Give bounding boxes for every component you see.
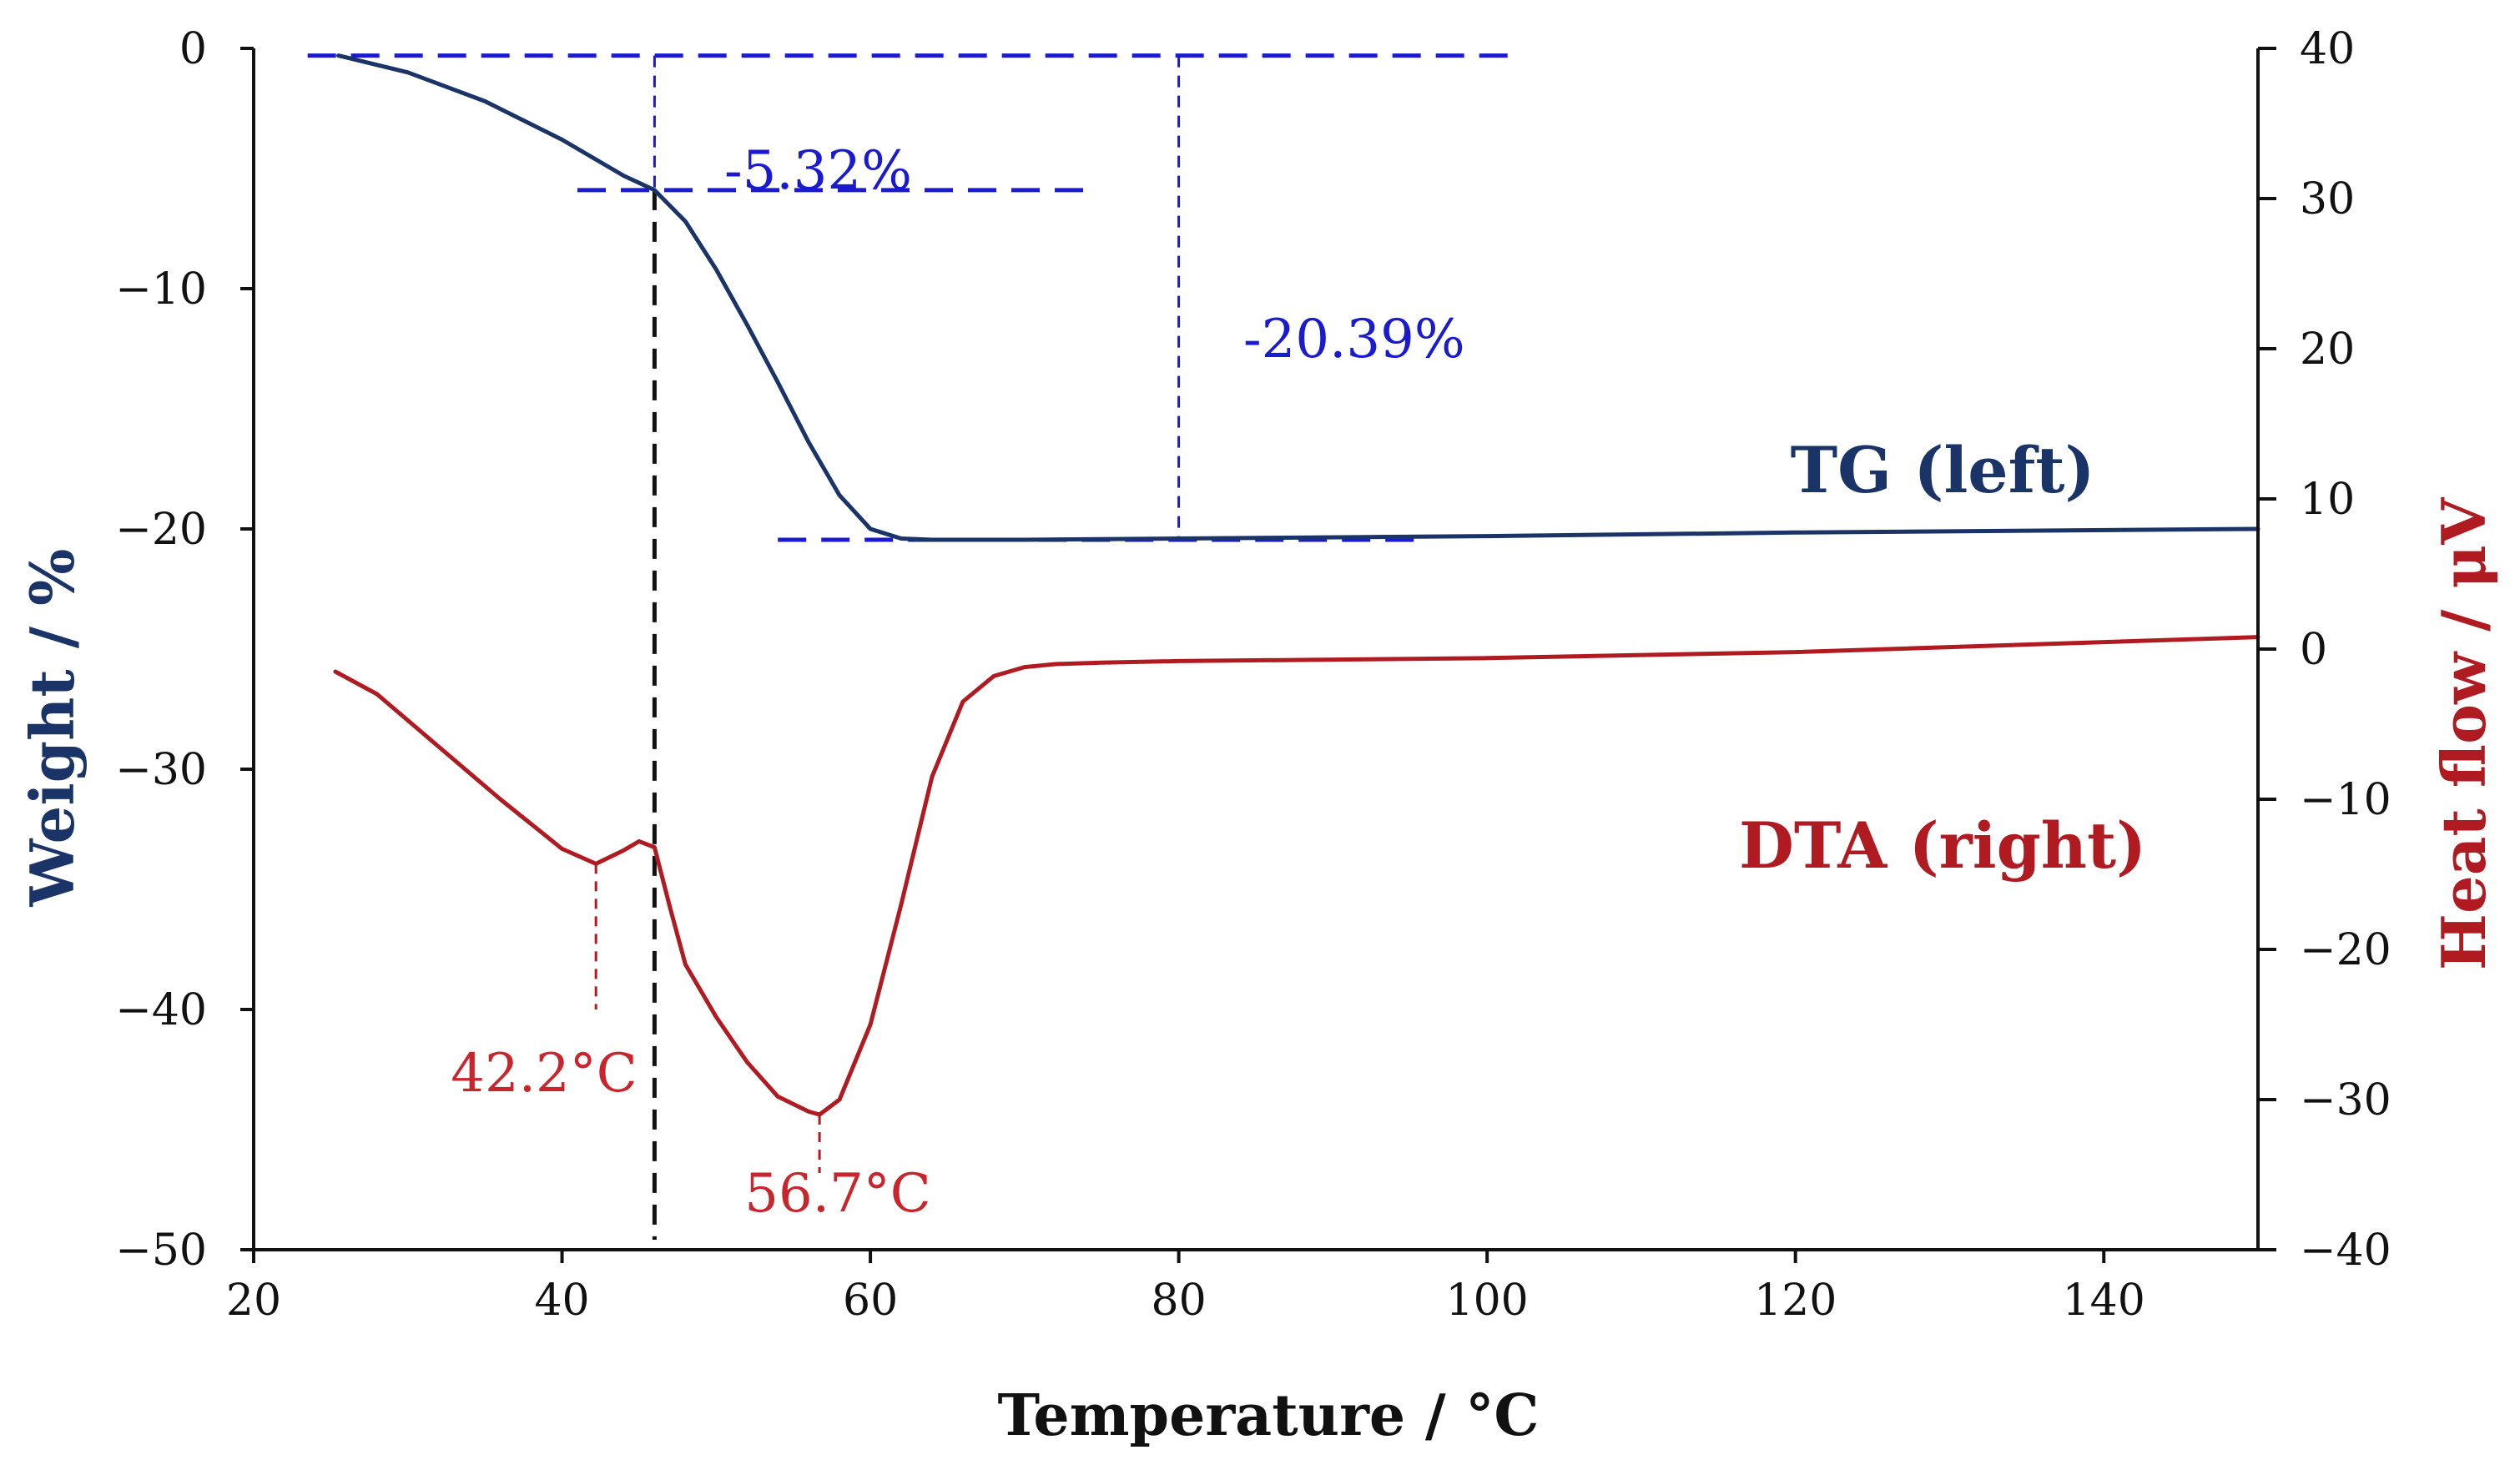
right-y-tick-label: 30 (2300, 174, 2355, 224)
left-y-tick-label: −50 (115, 1226, 207, 1276)
dta-curve (333, 635, 2260, 1117)
right-y-tick-label: −20 (2300, 925, 2391, 975)
tg-curve (336, 53, 2260, 542)
x-axis-title: Temperature / °C (998, 1382, 1540, 1449)
right-y-tick-label: −10 (2300, 775, 2391, 825)
right-y-tick-label: −40 (2300, 1226, 2391, 1276)
left-y-axis-title: Weight / % (17, 549, 88, 908)
right-y-tick-label: 40 (2300, 24, 2355, 74)
ticks-group: 20 40 60 80 100 120 1400−10−20−30−40−504030201… (115, 24, 2391, 1326)
tg-step1-annotation: -5.32% (724, 140, 912, 202)
left-y-tick-label: −20 (115, 505, 207, 555)
x-tick-label: 40 (534, 1276, 589, 1326)
right-y-tick-label: 20 (2300, 325, 2355, 375)
right-y-tick-label: 10 (2300, 475, 2355, 525)
left-y-tick-label: −10 (115, 264, 207, 315)
x-tick-label: 20 (226, 1276, 281, 1326)
right-y-tick-label: 0 (2300, 625, 2327, 675)
tg-total-annotation: -20.39% (1243, 309, 1465, 370)
x-tick-label: 120 (1754, 1276, 1837, 1326)
dta-peak1-annotation: 42.2°C (451, 1043, 637, 1105)
left-y-tick-label: 0 (179, 24, 207, 74)
x-tick-label: 100 (1446, 1276, 1529, 1326)
x-tick-label: 60 (843, 1276, 898, 1326)
series-group (333, 53, 2260, 1117)
x-tick-label: 140 (2063, 1276, 2145, 1326)
right-y-tick-label: −30 (2300, 1075, 2391, 1125)
dta-series-label: DTA (right) (1739, 808, 2146, 883)
left-y-tick-label: −40 (115, 985, 207, 1035)
dta-peak2-annotation: 56.7°C (744, 1163, 930, 1225)
x-tick-label: 80 (1152, 1276, 1207, 1326)
tg-series-label: TG (left) (1791, 433, 2095, 507)
right-y-axis-title: Heat flow / μV (2428, 497, 2499, 970)
left-y-tick-label: −30 (115, 745, 207, 795)
